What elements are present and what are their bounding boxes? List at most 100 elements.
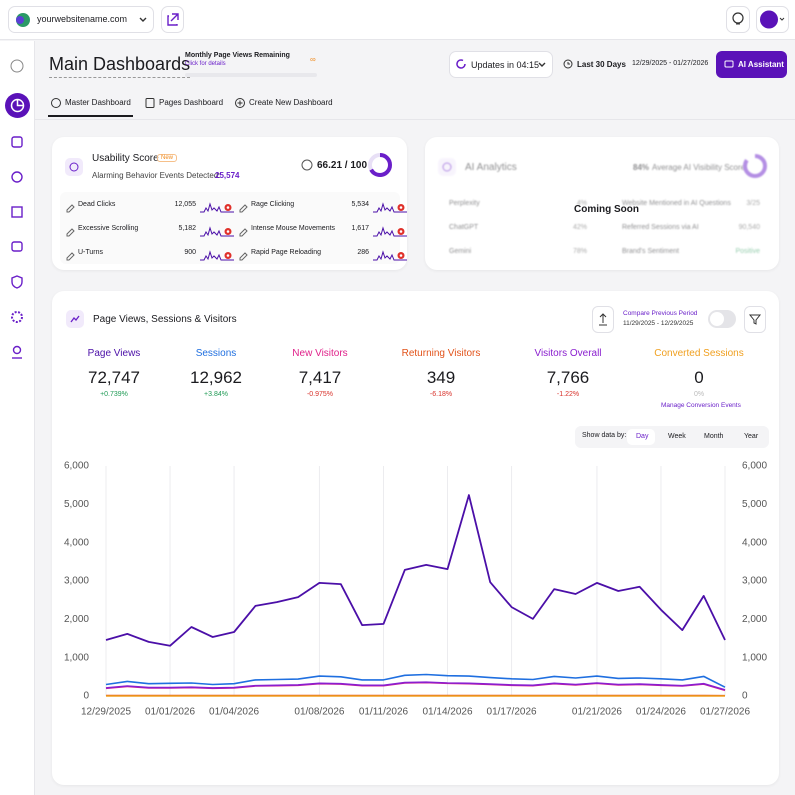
quota-bar bbox=[185, 73, 317, 77]
site-icon bbox=[16, 13, 30, 27]
metric-label: New Visitors bbox=[292, 348, 348, 359]
ai-row-label: Website Mentioned in AI Questions bbox=[622, 200, 731, 207]
event-label: Intense Mouse Movements bbox=[251, 225, 336, 232]
ai-row-label: Perplexity bbox=[449, 200, 480, 207]
sparkline bbox=[373, 248, 407, 266]
period-option[interactable]: Day bbox=[636, 433, 649, 440]
y2-tick-label: 4,000 bbox=[742, 537, 767, 548]
event-label: U-Turns bbox=[78, 249, 104, 256]
nav-icon[interactable] bbox=[9, 204, 25, 220]
quota-value: ∞ bbox=[310, 55, 316, 64]
nav-icon[interactable] bbox=[9, 134, 25, 150]
series-line bbox=[105, 681, 726, 691]
metric-value: 0 bbox=[694, 368, 704, 387]
ai-row-value: 90,540 bbox=[738, 224, 760, 231]
usability-score: 66.21 / 100 bbox=[317, 160, 368, 171]
ai-row-value: Positive bbox=[735, 248, 760, 255]
sparkline bbox=[373, 224, 407, 242]
tab[interactable]: Create New Dashboard bbox=[249, 98, 333, 107]
alarm-label: Alarming Behavior Events Detected: bbox=[92, 171, 221, 180]
ai-row-value: 4% bbox=[576, 200, 587, 207]
metric-value: 7,417 bbox=[298, 368, 342, 387]
sidebar bbox=[0, 41, 35, 795]
period-option[interactable]: Year bbox=[744, 433, 759, 440]
updates-button[interactable] bbox=[449, 51, 553, 78]
sparkline bbox=[200, 224, 234, 242]
metric-value: 7,766 bbox=[546, 368, 590, 387]
row-icon bbox=[237, 248, 248, 266]
y2-tick-label: 1,000 bbox=[742, 652, 767, 663]
range-label[interactable]: Last 30 Days bbox=[577, 60, 626, 69]
traffic-title: Page Views, Sessions & Visitors bbox=[93, 314, 237, 325]
refresh-icon bbox=[456, 59, 466, 69]
x-tick-label: 01/17/2026 bbox=[487, 707, 537, 718]
y-tick-label: 2,000 bbox=[64, 614, 89, 625]
score-ring bbox=[368, 153, 392, 177]
event-value: 286 bbox=[357, 249, 369, 256]
x-tick-label: 01/04/2026 bbox=[209, 707, 259, 718]
x-tick-label: 01/21/2026 bbox=[572, 707, 622, 718]
filter-button[interactable] bbox=[744, 306, 766, 333]
row-icon bbox=[64, 248, 75, 266]
row-icon bbox=[237, 200, 248, 218]
y-tick-label: 3,000 bbox=[64, 576, 89, 587]
event-value: 900 bbox=[184, 249, 196, 256]
ai-row-label: ChatGPT bbox=[449, 224, 479, 231]
traffic-card bbox=[52, 291, 779, 785]
chevron bbox=[538, 62, 546, 67]
period-option[interactable]: Week bbox=[668, 433, 686, 440]
event-value: 12,055 bbox=[174, 201, 196, 208]
nav-icon[interactable] bbox=[9, 344, 25, 360]
account-button[interactable] bbox=[756, 6, 789, 33]
card-icon bbox=[66, 310, 84, 328]
export-button[interactable] bbox=[592, 306, 614, 333]
events-panel bbox=[60, 192, 400, 264]
y2-tick-label: 5,000 bbox=[742, 499, 767, 510]
coming-soon: Coming Soon bbox=[574, 204, 639, 215]
row-icon bbox=[64, 224, 75, 242]
y2-tick-label: 3,000 bbox=[742, 576, 767, 587]
nav-icon[interactable] bbox=[9, 239, 25, 255]
metric-value: 12,962 bbox=[190, 368, 242, 387]
tab[interactable]: Pages Dashboard bbox=[159, 98, 224, 107]
tab-icon bbox=[235, 98, 245, 108]
compare-toggle[interactable] bbox=[708, 310, 736, 328]
open-site-button[interactable] bbox=[161, 6, 184, 33]
ai-row-label: Referred Sessions via AI bbox=[622, 224, 699, 231]
ai-card bbox=[425, 137, 779, 270]
ai-row-value: 78% bbox=[572, 248, 587, 255]
site-selector[interactable] bbox=[8, 6, 154, 33]
updates-text: Updates in 04:15 bbox=[471, 60, 540, 70]
range-dates[interactable]: 12/29/2025 - 01/27/2026 bbox=[632, 60, 709, 67]
metric-value: 349 bbox=[426, 368, 456, 387]
tips-button[interactable] bbox=[726, 6, 750, 33]
card-icon bbox=[438, 158, 456, 176]
metric-value: 72,747 bbox=[88, 368, 140, 387]
x-tick-label: 01/24/2026 bbox=[636, 707, 686, 718]
tab[interactable]: Master Dashboard bbox=[65, 98, 131, 107]
x-tick-label: 01/01/2026 bbox=[145, 707, 195, 718]
ai-row-label: Gemini bbox=[449, 248, 472, 255]
score-icon bbox=[301, 159, 313, 171]
card-icon bbox=[65, 158, 83, 176]
metric-change: 0% bbox=[693, 391, 705, 398]
period-selector bbox=[575, 426, 769, 448]
manage-link[interactable]: Manage Conversion Events bbox=[661, 402, 741, 409]
nav-icon[interactable] bbox=[9, 274, 25, 290]
x-tick-label: 01/14/2026 bbox=[422, 707, 472, 718]
nav-active[interactable] bbox=[5, 93, 30, 118]
nav-icon[interactable] bbox=[9, 309, 25, 325]
quota-link[interactable]: Click for details bbox=[185, 61, 226, 67]
tab-icon bbox=[51, 98, 61, 108]
metric-label: Page Views bbox=[87, 348, 141, 359]
ai-row-value: 42% bbox=[572, 224, 587, 231]
visibility-ring bbox=[743, 154, 767, 178]
metric-change: -0.975% bbox=[306, 391, 334, 398]
new-badge: New bbox=[157, 154, 178, 162]
nav-icon[interactable] bbox=[9, 169, 25, 185]
period-option[interactable]: Month bbox=[704, 433, 724, 440]
nav-icon[interactable] bbox=[9, 58, 25, 74]
x-tick-label: 01/27/2026 bbox=[700, 707, 750, 718]
period-active bbox=[627, 429, 655, 445]
ai-assistant-button[interactable] bbox=[716, 51, 787, 78]
